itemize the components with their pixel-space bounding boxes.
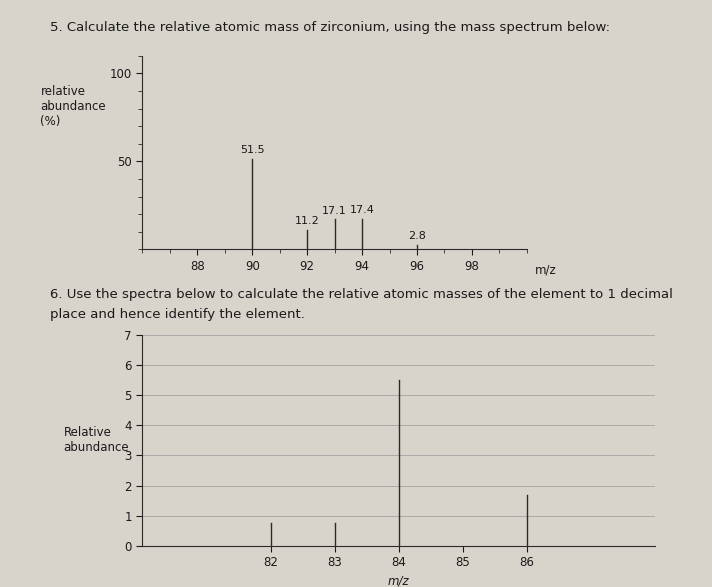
Text: 6. Use the spectra below to calculate the relative atomic masses of the element : 6. Use the spectra below to calculate th…: [50, 288, 673, 301]
Text: 11.2: 11.2: [295, 216, 320, 226]
Text: 51.5: 51.5: [240, 145, 265, 155]
Text: 17.1: 17.1: [323, 206, 347, 216]
Text: 2.8: 2.8: [408, 231, 426, 241]
Y-axis label: relative
abundance
(%): relative abundance (%): [41, 85, 106, 128]
Y-axis label: Relative
abundance: Relative abundance: [63, 426, 129, 454]
X-axis label: m/z: m/z: [388, 575, 409, 587]
Text: place and hence identify the element.: place and hence identify the element.: [50, 308, 305, 321]
Text: m/z: m/z: [535, 264, 557, 276]
Text: 5. Calculate the relative atomic mass of zirconium, using the mass spectrum belo: 5. Calculate the relative atomic mass of…: [50, 21, 610, 33]
Text: 17.4: 17.4: [350, 205, 375, 215]
